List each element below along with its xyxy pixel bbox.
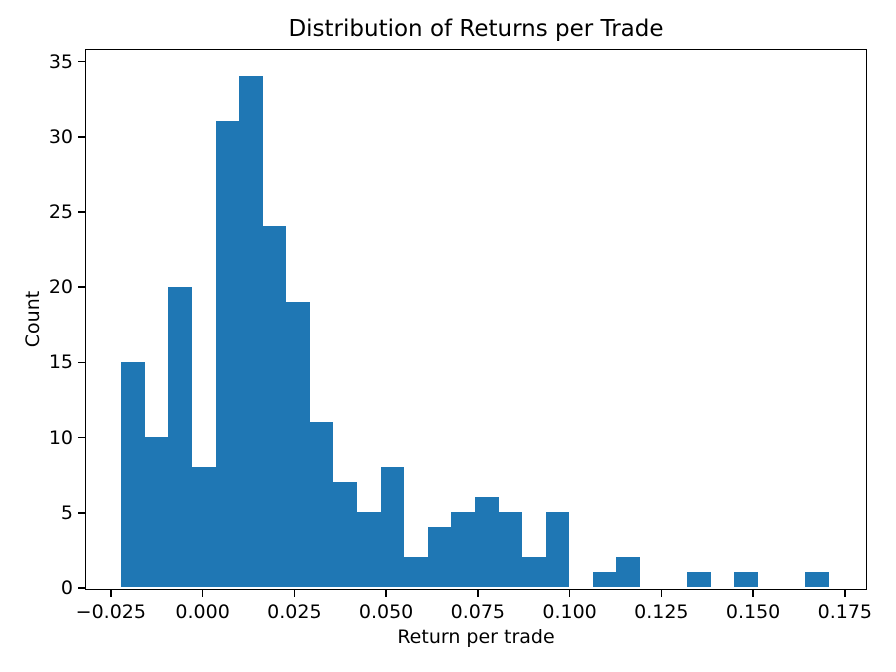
histogram-bar <box>145 436 169 588</box>
x-tick-label: 0.150 <box>725 601 781 623</box>
y-tick-mark <box>78 60 86 63</box>
x-tick-mark <box>752 589 754 597</box>
histogram-bar <box>333 482 358 588</box>
histogram-bar <box>263 226 287 588</box>
histogram-bar <box>546 512 570 588</box>
y-tick-mark <box>78 587 86 589</box>
x-tick-label: 0.000 <box>175 601 230 623</box>
x-tick-mark <box>201 589 204 597</box>
y-tick-mark <box>78 436 86 439</box>
histogram-bar <box>499 512 523 588</box>
histogram-bar <box>310 421 334 588</box>
x-tick-label: −0.025 <box>75 601 146 623</box>
histogram-bar <box>239 75 264 588</box>
histogram-bar <box>428 527 452 588</box>
y-tick-label: 20 <box>48 276 73 299</box>
x-tick-mark <box>477 589 479 597</box>
histogram-bar <box>734 572 759 588</box>
histogram-bar <box>286 301 311 588</box>
y-tick-mark <box>78 286 86 288</box>
x-tick-label: 0.175 <box>817 601 873 623</box>
y-tick-label: 30 <box>48 125 73 148</box>
plot-area <box>85 49 867 590</box>
y-tick-label: 15 <box>48 351 73 374</box>
histogram-bar <box>687 572 712 588</box>
x-tick-label: 0.050 <box>358 601 414 623</box>
histogram-bar <box>216 121 240 588</box>
x-tick-label: 0.075 <box>450 601 506 623</box>
x-tick-mark <box>844 589 846 597</box>
y-tick-mark <box>78 361 86 364</box>
x-tick-mark <box>568 589 571 597</box>
x-tick-mark <box>110 589 112 597</box>
x-tick-mark <box>660 589 663 597</box>
histogram-bar <box>168 286 193 588</box>
y-tick-mark <box>78 135 86 138</box>
y-tick-label: 0 <box>60 577 73 599</box>
x-tick-mark <box>385 589 387 597</box>
histogram-bar <box>593 572 617 588</box>
histogram-bar <box>451 512 476 588</box>
histogram-bar <box>121 361 146 588</box>
y-tick-label: 5 <box>60 501 73 524</box>
x-tick-label: 0.125 <box>634 601 689 623</box>
histogram-bar <box>381 467 405 588</box>
y-tick-label: 10 <box>48 426 73 449</box>
y-tick-label: 25 <box>48 200 73 223</box>
x-tick-label: 0.025 <box>267 601 322 623</box>
x-tick-mark <box>293 589 296 597</box>
histogram-bar <box>192 467 217 588</box>
y-tick-mark <box>78 211 86 213</box>
x-axis-label: Return per trade <box>397 626 555 648</box>
x-tick-label: 0.100 <box>542 601 597 623</box>
histogram-bar <box>522 557 547 588</box>
chart-title: Distribution of Returns per Trade <box>288 16 664 42</box>
y-tick-mark <box>78 511 86 514</box>
histogram-bar <box>805 572 830 588</box>
histogram-bar <box>475 497 500 588</box>
y-tick-label: 35 <box>48 50 73 73</box>
histogram-bar <box>404 557 429 588</box>
y-axis-label: Count <box>22 290 44 348</box>
histogram-bar <box>357 512 382 588</box>
histogram-bar <box>616 557 641 588</box>
